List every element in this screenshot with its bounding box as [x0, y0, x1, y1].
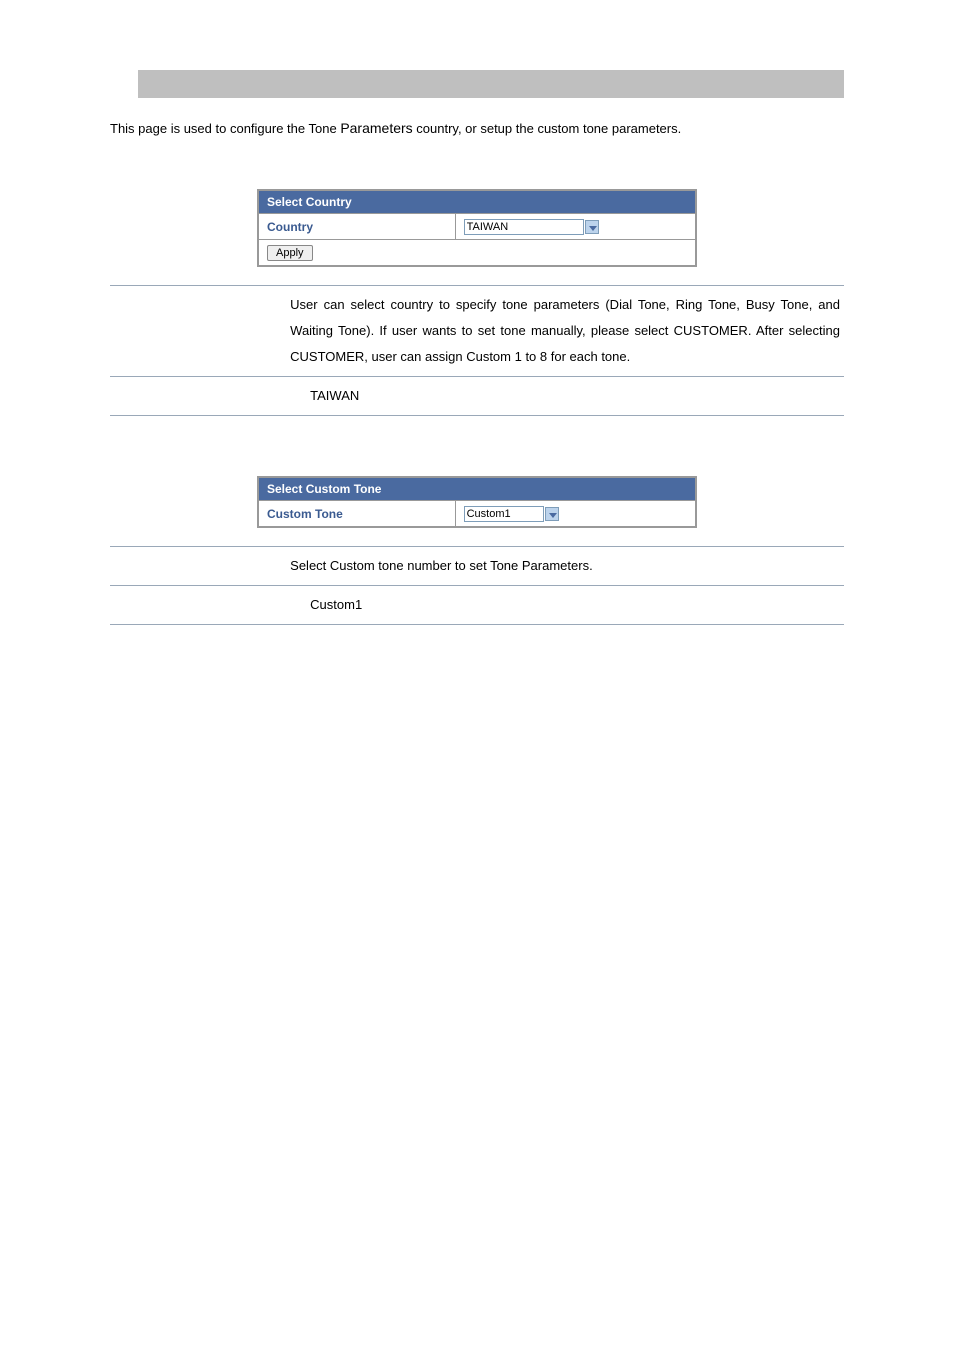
country-cell	[455, 214, 696, 240]
custom-tone-select[interactable]	[464, 506, 544, 522]
custom-desc-table: Select Custom tone number to set Tone Pa…	[110, 546, 844, 625]
chevron-down-icon[interactable]	[585, 220, 599, 234]
select-country-table: Select Country Country Apply	[257, 189, 697, 267]
intro-suffix: country, or setup the custom tone parame…	[413, 121, 682, 136]
country-desc-left	[110, 286, 286, 377]
intro-prefix: This page is used to configure the Tone	[110, 121, 340, 136]
apply-button[interactable]: Apply	[267, 245, 313, 261]
custom-tone-label: Custom Tone	[258, 501, 455, 528]
country-desc-text: User can select country to specify tone …	[286, 286, 844, 377]
custom-default-left	[110, 586, 286, 625]
chevron-down-icon[interactable]	[545, 507, 559, 521]
country-default-left	[110, 377, 286, 416]
section-gray-bar	[138, 70, 844, 98]
custom-desc-left	[110, 547, 286, 586]
country-default-value: TAIWAN	[286, 377, 844, 416]
select-country-header: Select Country	[258, 190, 696, 214]
custom-desc-text: Select Custom tone number to set Tone Pa…	[286, 547, 844, 586]
select-custom-header: Select Custom Tone	[258, 477, 696, 501]
intro-bold: Parameters	[340, 120, 412, 136]
country-desc-table: User can select country to specify tone …	[110, 285, 844, 416]
intro-text: This page is used to configure the Tone …	[110, 118, 844, 139]
select-custom-table: Select Custom Tone Custom Tone	[257, 476, 697, 528]
apply-row: Apply	[258, 240, 696, 267]
country-label: Country	[258, 214, 455, 240]
custom-default-value: Custom1	[286, 586, 844, 625]
country-select[interactable]	[464, 219, 584, 235]
custom-tone-cell	[455, 501, 696, 528]
